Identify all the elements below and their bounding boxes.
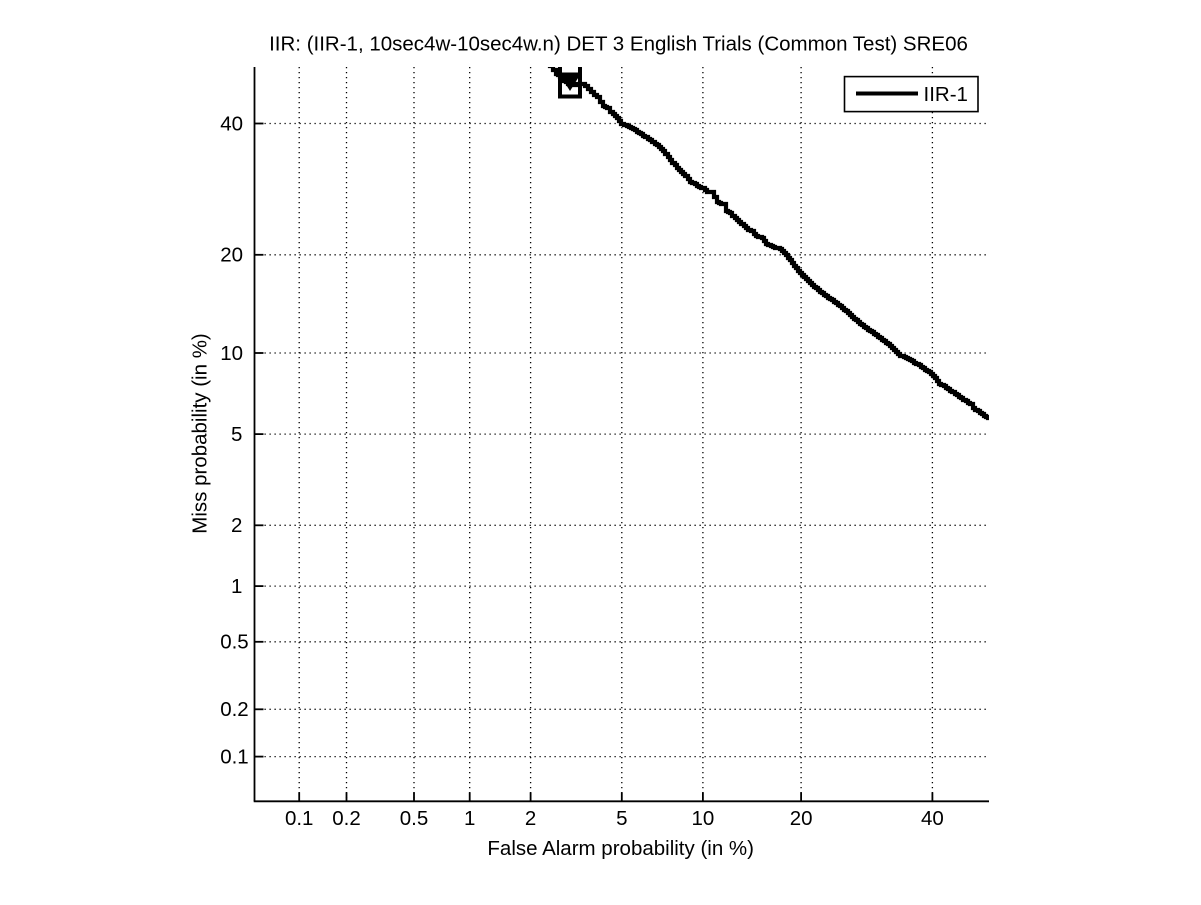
svg-text:0.1: 0.1 [285, 807, 314, 830]
svg-text:10: 10 [691, 807, 714, 830]
svg-text:2: 2 [525, 807, 536, 830]
svg-text:IIR: (IIR-1, 10sec4w-10sec4w.n: IIR: (IIR-1, 10sec4w-10sec4w.n) DET 3 En… [269, 33, 968, 56]
svg-text:5: 5 [231, 423, 242, 446]
svg-text:5: 5 [616, 807, 627, 830]
svg-text:0.2: 0.2 [332, 807, 361, 830]
svg-text:20: 20 [220, 244, 243, 267]
svg-text:IIR-1: IIR-1 [924, 83, 968, 106]
svg-text:40: 40 [921, 807, 944, 830]
svg-text:0.2: 0.2 [220, 698, 249, 721]
svg-text:False Alarm probability (in %): False Alarm probability (in %) [487, 837, 754, 860]
svg-text:0.5: 0.5 [220, 631, 249, 654]
svg-text:Miss probability (in %): Miss probability (in %) [189, 333, 212, 534]
svg-text:1: 1 [464, 807, 475, 830]
svg-text:0.1: 0.1 [220, 746, 249, 769]
svg-text:2: 2 [231, 514, 242, 537]
svg-text:1: 1 [231, 575, 242, 598]
svg-text:40: 40 [220, 112, 243, 135]
svg-text:0.5: 0.5 [400, 807, 429, 830]
svg-text:20: 20 [790, 807, 813, 830]
svg-text:10: 10 [220, 342, 243, 365]
